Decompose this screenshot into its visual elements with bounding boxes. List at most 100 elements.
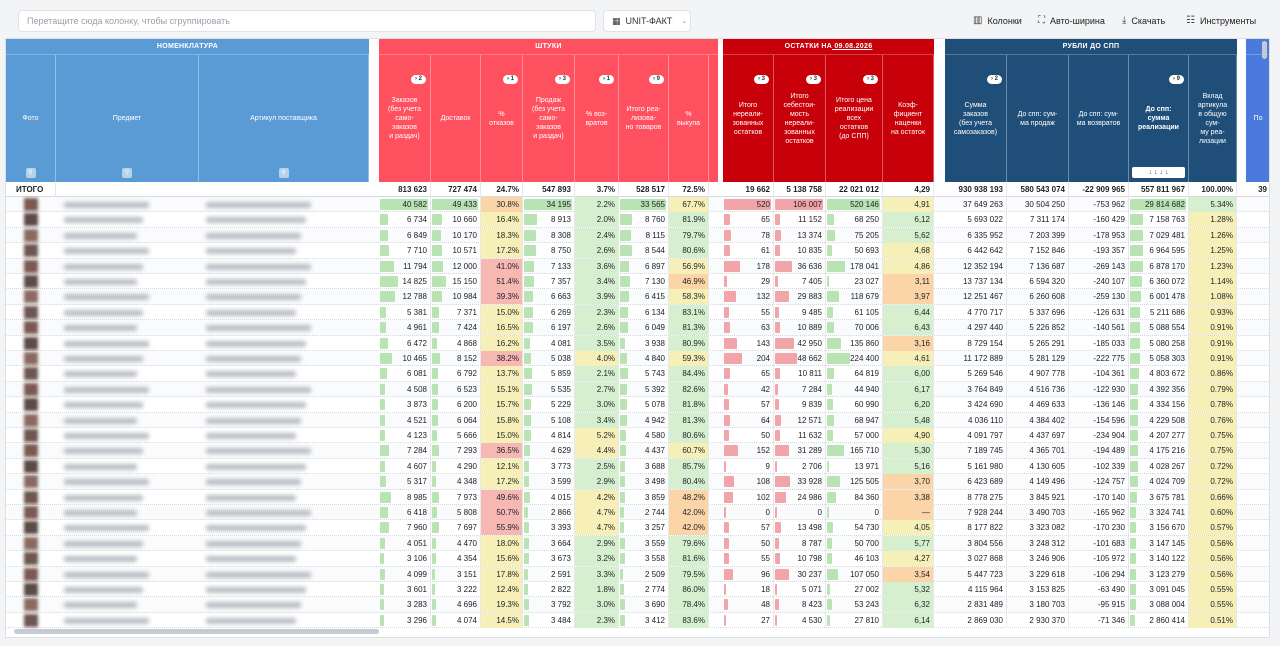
table-row[interactable]: 4 961 7 424 16.5% 6 197 2.6% 6 049 81.3% 63 10 8… (6, 320, 1269, 336)
product-photo[interactable] (24, 583, 38, 596)
group-count-badge[interactable]: › 9 (1168, 75, 1184, 84)
col-header-cost-unsold[interactable]: Итого себестои- мость нереали- зованных … (774, 55, 826, 182)
product-photo[interactable] (24, 475, 38, 489)
product-photo[interactable] (24, 244, 38, 258)
col-header-next[interactable]: По (1246, 55, 1269, 182)
product-photo[interactable] (24, 305, 38, 319)
table-row[interactable]: 40 582 49 433 30.8% 34 195 2.2% 33 565 67.7% 52… (6, 197, 1269, 213)
table-row[interactable]: 6 734 10 660 16.4% 8 913 2.0% 8 760 81.9% 65 11 … (6, 212, 1269, 228)
col-header-realized[interactable]: Итого реа- лизова- но товаров › 9 (619, 55, 669, 182)
col-header-share[interactable]: Вклад артикула в общую сум- му реа- лиза… (1189, 55, 1237, 182)
col-header-realization-sum[interactable]: До спп: сумма реализации › 9 ↓ ↓ ↓ ↓ (1129, 55, 1189, 182)
product-photo[interactable] (24, 398, 38, 412)
table-row[interactable]: 5 381 7 371 15.0% 6 269 2.3% 6 134 83.1% 55 9 48… (6, 304, 1269, 321)
autowidth-button[interactable]: ⛶ Авто-ширина (1038, 15, 1105, 26)
col-header-unsold[interactable]: Итого нереали- зованных остатков › 3 (723, 55, 774, 182)
table-row[interactable]: 14 825 15 150 51.4% 7 357 3.4% 7 130 46.9% 29 7 … (6, 274, 1269, 290)
group-count-badge[interactable]: › 3 (805, 75, 821, 84)
col-header-deliveries[interactable]: Доставок (431, 55, 481, 182)
table-row[interactable]: 10 465 8 152 38.2% 5 038 4.0% 4 840 59.3% 204 48… (6, 351, 1269, 367)
product-photo[interactable] (24, 521, 38, 535)
table-row[interactable]: 4 099 3 151 17.8% 2 591 3.3% 2 509 79.5% 96 30 2… (6, 566, 1269, 582)
filter-icon[interactable]: ⚲ (25, 168, 36, 178)
table-row[interactable]: 6 849 10 170 18.3% 8 308 2.4% 8 115 79.7% 78 13 … (6, 227, 1269, 244)
table-row[interactable]: 4 521 6 064 15.8% 5 108 3.4% 4 942 81.3% 64 12 5… (6, 412, 1269, 428)
filter-icon[interactable]: ⚲ (122, 168, 132, 178)
product-photo[interactable] (24, 613, 38, 627)
table-row[interactable]: 4 123 5 666 15.0% 4 814 5.2% 4 580 80.6% 50 11 6… (6, 428, 1269, 444)
col-header-buyout-pct[interactable]: % выкупа (669, 55, 709, 182)
col-header-sales[interactable]: Продаж (без учета само- заказов и раздач… (523, 55, 575, 182)
horizontal-scrollbar[interactable] (14, 629, 379, 634)
product-photo[interactable] (24, 367, 38, 381)
product-photo[interactable] (24, 598, 38, 612)
product-photo[interactable] (24, 213, 38, 227)
table-row[interactable]: 3 296 4 074 14.5% 3 484 2.3% 3 412 83.6% 27 4 53… (6, 612, 1269, 629)
group-count-badge[interactable]: › 2 (410, 75, 426, 84)
table-row[interactable]: 3 283 4 696 19.3% 3 792 3.0% 3 690 78.4% 48 8 42… (6, 597, 1269, 613)
col-header-article[interactable]: Артикул поставщика ⚲ (199, 55, 369, 182)
col-header-returns-sum[interactable]: До спп: сум- ма возвратов (1069, 55, 1129, 182)
col-header-markup[interactable]: Коэф- фициент наценки на остаток (883, 55, 934, 182)
product-photo[interactable] (24, 382, 38, 396)
table-row[interactable]: 5 317 4 348 17.2% 3 599 2.9% 3 498 80.4% 108 33 … (6, 474, 1269, 490)
table-cell: 8 985 (379, 489, 431, 505)
table-row[interactable]: 11 794 12 000 41.0% 7 133 3.6% 6 897 56.9% 178 3… (6, 258, 1269, 274)
product-photo[interactable] (24, 198, 38, 211)
product-photo[interactable] (24, 567, 38, 581)
product-photo[interactable] (24, 490, 38, 504)
group-count-badge[interactable]: › 1 (598, 75, 614, 84)
group-count-badge[interactable]: › 9 (648, 75, 664, 84)
product-photo[interactable] (24, 552, 38, 566)
col-header-subject[interactable]: Предмет ⚲ (56, 55, 199, 182)
tools-button[interactable]: ☷ Инструменты (1186, 15, 1256, 26)
unit-selector[interactable]: ▦ UNIT-ФАКТ ⌄ (603, 10, 691, 32)
table-row[interactable]: 6 418 5 808 50.7% 2 866 4.7% 2 744 42.0% 0 0 0 — 7 … (6, 505, 1269, 521)
table-row[interactable]: 7 960 7 697 55.9% 3 393 4.7% 3 257 42.0% 57 13 4… (6, 520, 1269, 536)
col-header-sales-sum[interactable]: До спп: сум- ма продаж (1007, 55, 1069, 182)
product-photo[interactable] (24, 444, 38, 458)
table-row[interactable]: 4 051 4 470 18.0% 3 664 2.9% 3 559 79.6% 50 8 78… (6, 535, 1269, 552)
product-photo[interactable] (24, 336, 38, 350)
col-header-price-total[interactable]: Итого цена реализации всех остатков (до … (826, 55, 883, 182)
group-drop-zone[interactable]: Перетащите сюда колонку, чтобы сгруппиро… (18, 10, 596, 32)
col-header-photo[interactable]: Фото ⚲ (6, 55, 56, 182)
product-photo[interactable] (24, 413, 38, 427)
product-photo[interactable] (24, 228, 38, 242)
product-photo[interactable] (24, 259, 38, 273)
col-header-orders[interactable]: Заказов (без учета само- заказов и разда… (379, 55, 431, 182)
group-count-badge[interactable]: › 3 (753, 75, 769, 84)
table-row[interactable]: 3 601 3 222 12.4% 2 822 1.8% 2 774 86.0% 18 5 07… (6, 582, 1269, 598)
col-header-order-sum[interactable]: Сумма заказов (без учета самозаказов) › 2 (945, 55, 1007, 182)
product-photo[interactable] (24, 429, 38, 442)
product-photo[interactable] (24, 290, 38, 304)
cell-value: 7 293 (456, 446, 477, 456)
download-button[interactable]: ⤓ Скачать (1122, 15, 1165, 26)
group-count-badge[interactable]: › 2 (986, 75, 1002, 84)
table-row[interactable]: 8 985 7 973 49.6% 4 015 4.2% 3 859 48.2% 102 24 … (6, 489, 1269, 505)
product-photo[interactable] (24, 352, 38, 365)
col-header-returns-pct[interactable]: % воз- вратов › 1 (575, 55, 619, 182)
table-row[interactable]: 3 873 6 200 15.7% 5 229 3.0% 5 078 81.8% 57 9 83… (6, 397, 1269, 413)
table-row[interactable]: 7 710 10 571 17.2% 8 750 2.6% 8 544 80.6% 61 10 … (6, 243, 1269, 259)
table-row[interactable]: 12 788 10 984 39.3% 6 663 3.9% 6 415 58.3% 132 2… (6, 289, 1269, 305)
product-photo[interactable] (24, 275, 38, 288)
filter-icon[interactable]: ⚲ (278, 168, 289, 178)
product-photo[interactable] (24, 321, 38, 335)
product-photo[interactable] (24, 506, 38, 519)
columns-button[interactable]: ▥ Колонки (973, 15, 1022, 26)
table-row[interactable]: 7 284 7 293 36.5% 4 629 4.4% 4 437 60.7% 152 31 … (6, 443, 1269, 459)
group-count-badge[interactable]: › 1 (502, 75, 518, 84)
table-row[interactable]: 4 607 4 290 12.1% 3 773 2.5% 3 688 85.7% 9 2 706… (6, 458, 1269, 475)
product-photo[interactable] (24, 459, 38, 473)
col-header-refuse-pct[interactable]: % отказов › 1 (481, 55, 523, 182)
table-row[interactable]: 6 472 4 868 16.2% 4 081 3.5% 3 938 80.9% 143 42 … (6, 335, 1269, 351)
sort-arrows[interactable]: ↓ ↓ ↓ ↓ (1132, 167, 1185, 178)
vertical-scrollbar[interactable] (1262, 41, 1267, 59)
table-row[interactable]: 3 106 4 354 15.6% 3 673 3.2% 3 558 81.6% 55 10 7… (6, 551, 1269, 567)
group-count-badge[interactable]: › 3 (862, 75, 878, 84)
table-row[interactable]: 6 081 6 792 13.7% 5 859 2.1% 5 743 84.4% 65 10 8… (6, 366, 1269, 382)
group-count-badge[interactable]: › 3 (554, 75, 570, 84)
product-photo[interactable] (24, 536, 38, 550)
table-row[interactable]: 4 508 6 523 15.1% 5 535 2.7% 5 392 82.6% 42 7 28… (6, 381, 1269, 398)
